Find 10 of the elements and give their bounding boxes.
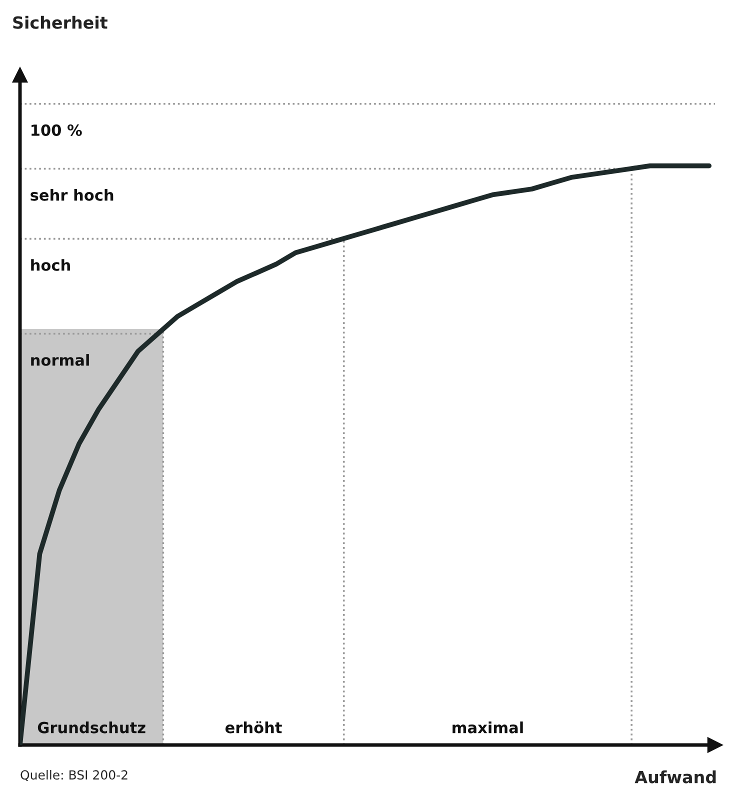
ref-line-label: sehr hoch [30, 188, 114, 201]
annotation: Grundschutz [38, 722, 146, 734]
annotation: erhöht [225, 721, 282, 734]
annotation: maximal [452, 722, 523, 734]
ref-line-label: hoch [31, 259, 70, 271]
ref-line-label: normal [31, 354, 89, 366]
source-note: Quelle: BSI 200-2 [20, 770, 128, 782]
x-axis-title: Aufwand [634, 770, 716, 784]
text: Sicherheit [13, 16, 108, 29]
text: 100 % [32, 124, 82, 136]
